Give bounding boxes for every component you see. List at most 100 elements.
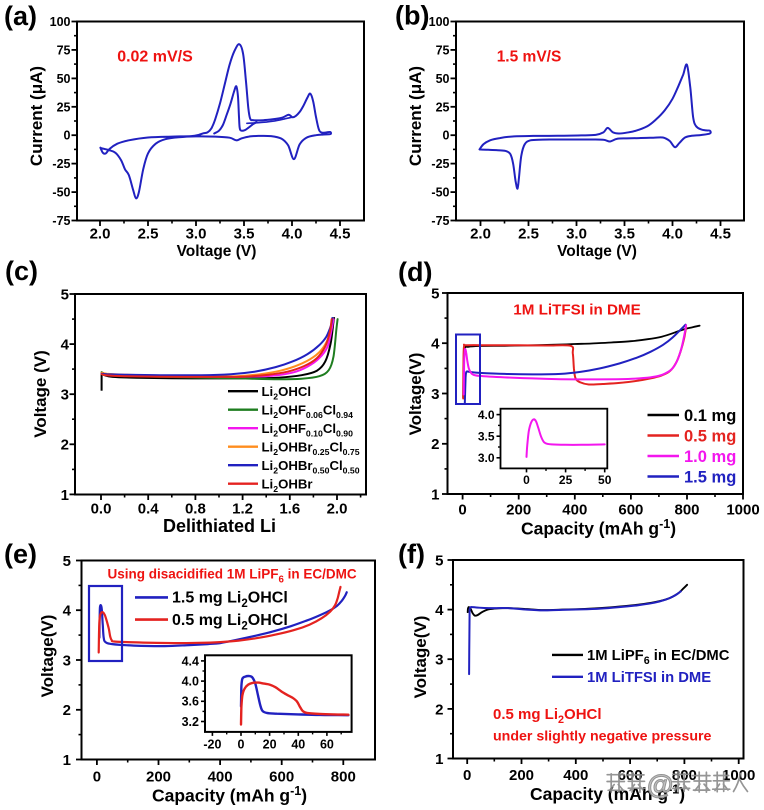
svg-text:Delithiated Li: Delithiated Li [163, 516, 276, 536]
svg-text:1.2: 1.2 [232, 501, 253, 518]
svg-text:3.5: 3.5 [614, 226, 635, 243]
svg-text:0: 0 [463, 767, 471, 784]
svg-text:50: 50 [57, 72, 71, 86]
svg-text:100: 100 [50, 15, 71, 29]
svg-text:400: 400 [208, 769, 233, 786]
svg-text:Voltage(V): Voltage(V) [411, 616, 430, 699]
svg-text:-75: -75 [431, 214, 449, 228]
svg-text:4: 4 [61, 337, 70, 354]
svg-text:1000: 1000 [726, 502, 759, 519]
svg-text:3.5: 3.5 [478, 430, 495, 444]
svg-text:25: 25 [57, 100, 71, 114]
svg-text:Li2​OHBr0.50​Cl0.50​: Li2​OHBr0.50​Cl0.50​ [262, 458, 360, 476]
svg-text:60: 60 [320, 737, 334, 751]
svg-text:1M LiTFSI in DME: 1M LiTFSI in DME [513, 302, 640, 319]
svg-text:800: 800 [331, 769, 356, 786]
svg-text:600: 600 [618, 502, 643, 519]
svg-text:0.1 mg: 0.1 mg [684, 407, 736, 425]
svg-text:20: 20 [263, 737, 277, 751]
svg-text:4.5: 4.5 [710, 226, 731, 243]
svg-text:Voltage(V): Voltage(V) [38, 615, 57, 698]
svg-text:3: 3 [63, 652, 71, 669]
svg-text:3.6: 3.6 [182, 695, 199, 709]
svg-text:@: @ [647, 770, 673, 800]
svg-text:Li2​OHBr: Li2​OHBr [262, 477, 313, 495]
svg-text:4: 4 [435, 602, 444, 619]
svg-text:3: 3 [61, 387, 69, 404]
svg-text:-50: -50 [431, 186, 449, 200]
svg-text:0.0: 0.0 [91, 501, 112, 518]
svg-text:Capacity (mAh g-1​): Capacity (mAh g-1​) [521, 517, 676, 539]
svg-text:3.2: 3.2 [182, 715, 199, 729]
svg-text:600: 600 [269, 769, 294, 786]
svg-text:1: 1 [61, 487, 69, 504]
svg-text:1.5 mg Li2​OHCl: 1.5 mg Li2​OHCl [172, 590, 288, 611]
svg-text:25: 25 [559, 473, 573, 487]
svg-text:2: 2 [435, 701, 443, 718]
svg-text:1.6: 1.6 [279, 501, 300, 518]
svg-text:-25: -25 [52, 157, 70, 171]
svg-text:0.5 mg: 0.5 mg [684, 427, 736, 445]
svg-text:100: 100 [429, 15, 450, 29]
svg-text:1.5 mV/S: 1.5 mV/S [497, 49, 562, 66]
svg-text:0.5 mg Li2​OHCl: 0.5 mg Li2​OHCl [493, 706, 602, 726]
svg-text:4.0: 4.0 [478, 408, 495, 422]
svg-text:Using disacidified 1M LiPF6​ i: Using disacidified 1M LiPF6​ in EC/DMC [108, 567, 357, 586]
svg-text:5: 5 [431, 285, 439, 302]
svg-text:2.0: 2.0 [470, 226, 491, 243]
svg-text:75: 75 [436, 43, 450, 57]
svg-text:(e): (e) [4, 539, 37, 569]
svg-text:1M LiTFSI in DME: 1M LiTFSI in DME [587, 670, 711, 686]
svg-text:(a): (a) [4, 1, 37, 31]
svg-text:0.02 mV/S: 0.02 mV/S [117, 49, 193, 66]
svg-text:0.5 mg Li2​OHCl: 0.5 mg Li2​OHCl [172, 612, 288, 633]
svg-text:Voltage (V): Voltage (V) [177, 243, 257, 260]
svg-text:1: 1 [431, 486, 439, 503]
svg-text:0: 0 [64, 129, 71, 143]
svg-text:200: 200 [509, 767, 534, 784]
svg-text:2.0: 2.0 [90, 226, 111, 243]
svg-text:0: 0 [443, 129, 450, 143]
svg-text:40: 40 [291, 737, 305, 751]
svg-text:0.8: 0.8 [185, 501, 206, 518]
svg-text:3: 3 [431, 386, 439, 403]
svg-text:Voltage(V): Voltage(V) [406, 353, 425, 436]
svg-text:200: 200 [146, 769, 171, 786]
svg-text:2.5: 2.5 [518, 226, 539, 243]
svg-text:4: 4 [63, 603, 72, 620]
svg-text:2: 2 [63, 702, 71, 719]
svg-text:50: 50 [436, 72, 450, 86]
svg-text:Li2​OHBr0.25​Cl0.75​: Li2​OHBr0.25​Cl0.75​ [262, 440, 360, 458]
svg-text:25: 25 [436, 100, 450, 114]
svg-text:3: 3 [435, 652, 443, 669]
svg-text:1.5 mg: 1.5 mg [684, 468, 736, 486]
svg-text:3.0: 3.0 [186, 226, 207, 243]
svg-text:800: 800 [674, 502, 699, 519]
svg-text:5: 5 [61, 286, 69, 303]
svg-text:0: 0 [523, 473, 530, 487]
svg-text:2: 2 [61, 437, 69, 454]
svg-text:4: 4 [431, 336, 440, 353]
svg-text:3.0: 3.0 [478, 451, 495, 465]
svg-text:5: 5 [63, 553, 71, 570]
svg-text:Current (μA): Current (μA) [406, 66, 425, 166]
svg-text:Li2​OHF0.06​Cl0.94​: Li2​OHF0.06​Cl0.94​ [262, 403, 354, 421]
svg-text:1000: 1000 [722, 767, 755, 784]
svg-text:4.0: 4.0 [282, 226, 303, 243]
svg-text:5: 5 [435, 552, 443, 569]
svg-text:400: 400 [562, 502, 587, 519]
svg-text:(f): (f) [398, 539, 425, 569]
svg-text:0: 0 [238, 737, 245, 751]
svg-text:0: 0 [458, 502, 466, 519]
svg-text:4.4: 4.4 [182, 654, 199, 668]
svg-text:-20: -20 [203, 737, 221, 751]
svg-text:3.5: 3.5 [234, 226, 255, 243]
svg-text:4.0: 4.0 [662, 226, 683, 243]
svg-text:75: 75 [57, 43, 71, 57]
svg-text:200: 200 [506, 502, 531, 519]
svg-text:400: 400 [563, 767, 588, 784]
svg-text:1: 1 [435, 751, 443, 768]
svg-text:-75: -75 [52, 214, 70, 228]
svg-text:(c): (c) [5, 256, 38, 286]
svg-text:0: 0 [93, 769, 101, 786]
